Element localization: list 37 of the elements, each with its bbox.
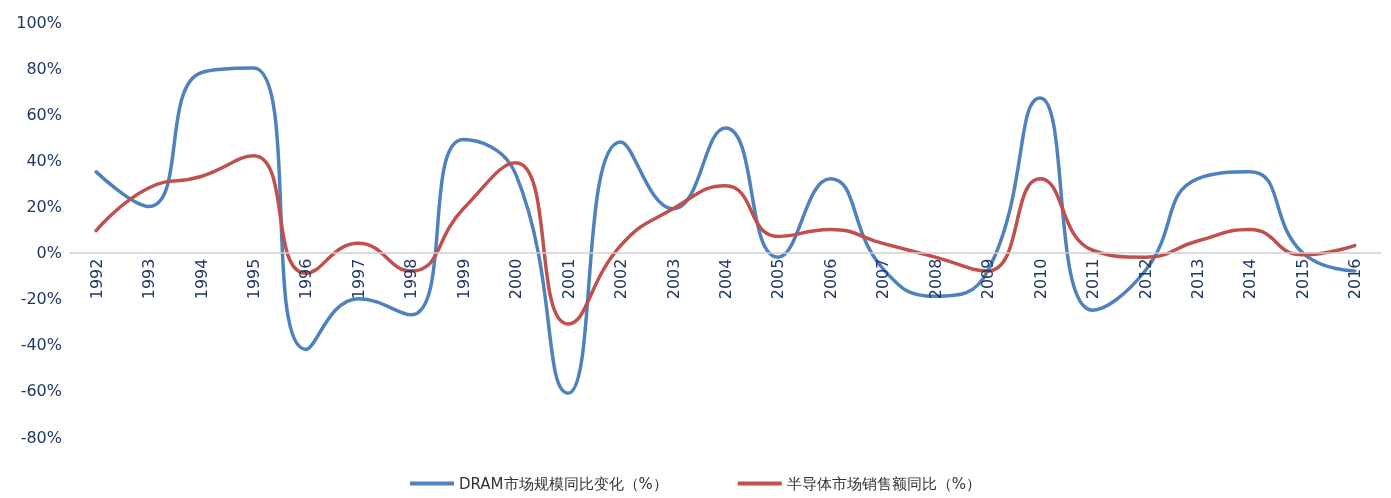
y-tick-label: -60% bbox=[20, 381, 62, 401]
x-tick-label: 1997 bbox=[348, 258, 368, 300]
x-tick-label: 1998 bbox=[401, 258, 421, 300]
y-tick-label: 20% bbox=[26, 196, 62, 216]
x-tick-label: 2003 bbox=[663, 258, 683, 300]
x-tick-label: 1996 bbox=[296, 258, 316, 300]
x-tick-label: 1992 bbox=[86, 258, 106, 300]
y-tick-label: 60% bbox=[26, 104, 62, 124]
x-tick-label: 2010 bbox=[1030, 258, 1050, 300]
x-tick-label: 2012 bbox=[1135, 258, 1155, 300]
y-tick-label: 40% bbox=[26, 150, 62, 170]
x-tick-label: 2016 bbox=[1345, 258, 1365, 300]
x-tick-label: 2007 bbox=[873, 258, 893, 300]
x-tick-label: 2000 bbox=[506, 258, 526, 300]
y-tick-label: 100% bbox=[16, 12, 62, 32]
x-tick-label: 1993 bbox=[139, 258, 159, 300]
x-tick-label: 2009 bbox=[978, 258, 998, 300]
x-tick-label: 2015 bbox=[1292, 258, 1312, 300]
x-tick-label: 2006 bbox=[820, 258, 840, 300]
x-tick-label: 1994 bbox=[191, 258, 211, 300]
x-tick-label: 2014 bbox=[1240, 258, 1260, 300]
x-tick-label: 2004 bbox=[716, 258, 735, 300]
x-tick-label: 2011 bbox=[1083, 258, 1103, 300]
legend-label: DRAM市场规模同比变化（%） bbox=[458, 474, 668, 493]
x-tick-label: 2005 bbox=[768, 258, 788, 300]
y-tick-label: -80% bbox=[20, 427, 62, 447]
y-tick-label: -20% bbox=[20, 289, 62, 309]
x-tick-label: 2001 bbox=[558, 258, 578, 300]
y-tick-label: 80% bbox=[26, 58, 62, 78]
legend-label: 半导体市场销售额同比（%） bbox=[786, 474, 982, 493]
x-tick-label: 1999 bbox=[453, 258, 473, 300]
x-tick-label: 1995 bbox=[244, 258, 264, 300]
y-tick-label: 0% bbox=[36, 243, 62, 263]
x-tick-label: 2008 bbox=[925, 258, 945, 300]
x-tick-label: 2013 bbox=[1187, 258, 1207, 300]
y-tick-label: -40% bbox=[20, 335, 62, 355]
x-tick-label: 2002 bbox=[611, 258, 631, 300]
